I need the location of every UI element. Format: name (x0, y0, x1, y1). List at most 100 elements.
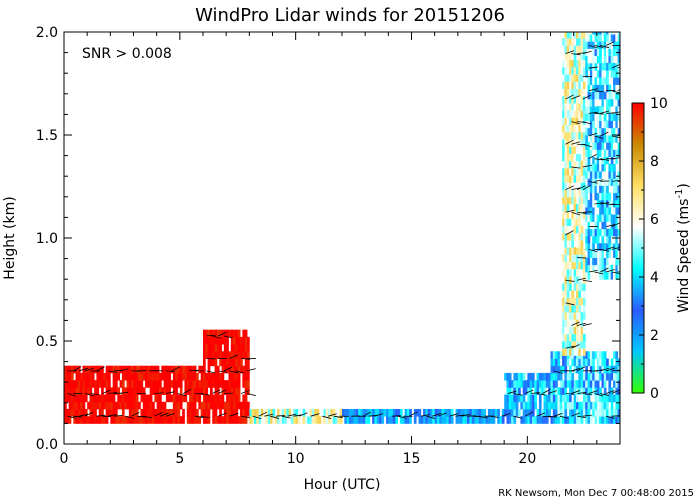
wind-cell (566, 67, 570, 75)
wind-cell (138, 365, 141, 374)
wind-cell (608, 257, 612, 266)
wind-cell (230, 344, 234, 352)
wind-cell (610, 48, 614, 57)
wind-cell (608, 178, 612, 186)
wind-cell (599, 264, 602, 273)
wind-cell (128, 408, 132, 417)
wind-cell (617, 228, 620, 237)
wind-cell (564, 218, 568, 227)
wind-arrow (183, 388, 192, 394)
wind-cell (575, 247, 579, 255)
y-tick-label: 2.0 (36, 25, 58, 41)
wind-cell (571, 124, 575, 133)
wind-cell (555, 408, 558, 417)
wind-cell (587, 408, 591, 417)
wind-cell (606, 199, 609, 208)
wind-cell (256, 408, 259, 417)
wind-cell (596, 84, 600, 93)
wind-cell (587, 62, 591, 71)
wind-arrow (374, 413, 384, 417)
wind-cell (101, 387, 104, 395)
wind-arrow (617, 134, 620, 137)
wind-cell (193, 394, 197, 403)
wind-cell (571, 304, 575, 313)
wind-cell (575, 268, 579, 277)
wind-cell (75, 394, 79, 403)
wind-cell (110, 408, 114, 417)
wind-cell (223, 358, 227, 367)
wind-arrow (571, 166, 581, 169)
wind-cell (608, 372, 612, 381)
wind-cell (119, 365, 123, 374)
wind-cell (73, 387, 76, 395)
wind-cell (587, 387, 591, 395)
wind-cell (513, 401, 517, 410)
wind-cell (559, 387, 563, 395)
wind-cell (589, 70, 593, 78)
wind-arrow (571, 367, 581, 372)
wind-cell (569, 247, 572, 255)
wind-cell (184, 387, 188, 395)
wind-cell (527, 408, 531, 417)
wind-cell (562, 348, 565, 356)
wind-cell (562, 387, 565, 395)
wind-cell (615, 416, 619, 424)
wind-cell (592, 84, 595, 93)
wind-cell (571, 81, 575, 90)
wind-cell (608, 207, 612, 215)
wind-cell (569, 401, 572, 410)
y-tick-label: 1.5 (36, 128, 58, 144)
wind-cell (205, 408, 209, 417)
wind-cell (233, 365, 236, 374)
wind-arrow (229, 370, 239, 374)
wind-cell (594, 55, 598, 64)
wind-cell (448, 408, 452, 417)
wind-cell (587, 358, 591, 367)
wind-cell (599, 77, 602, 85)
wind-cell (124, 387, 127, 395)
wind-cell (168, 408, 171, 417)
wind-arrow (513, 415, 523, 419)
wind-cell (84, 408, 88, 417)
wind-cell (170, 416, 174, 424)
wind-cell (244, 394, 248, 403)
wind-cell (522, 416, 526, 424)
wind-cell (258, 408, 262, 417)
wind-cell (490, 408, 493, 417)
wind-cell (592, 235, 595, 244)
wind-cell (485, 416, 489, 424)
wind-cell (610, 416, 614, 424)
wind-cell (571, 88, 575, 97)
wind-cell (221, 380, 225, 388)
wind-cell (158, 401, 162, 410)
wind-cell (559, 401, 563, 410)
wind-cell (592, 135, 595, 143)
wind-cell (138, 372, 141, 381)
wind-cell (531, 380, 535, 388)
wind-cell (608, 55, 612, 64)
wind-cell (198, 380, 202, 388)
wind-cell (566, 290, 570, 299)
wind-cell (101, 365, 104, 374)
wind-cell (550, 394, 554, 403)
wind-cell (179, 394, 183, 403)
wind-arrow (588, 132, 598, 137)
wind-cell (606, 62, 609, 71)
wind-cell (203, 408, 206, 417)
wind-cell (511, 394, 514, 403)
wind-cell (592, 271, 595, 280)
wind-cell (114, 401, 118, 410)
wind-cell (615, 113, 619, 121)
wind-cell (423, 408, 426, 417)
wind-cell (599, 34, 602, 42)
wind-cell (133, 401, 137, 410)
wind-cell (274, 416, 278, 424)
wind-cell (592, 62, 595, 71)
wind-cell (608, 243, 612, 251)
wind-cell (569, 117, 572, 126)
wind-cell (582, 341, 586, 349)
wind-cell (471, 416, 475, 424)
wind-cell (587, 171, 591, 179)
wind-cell (585, 91, 588, 100)
wind-cell (121, 394, 125, 403)
